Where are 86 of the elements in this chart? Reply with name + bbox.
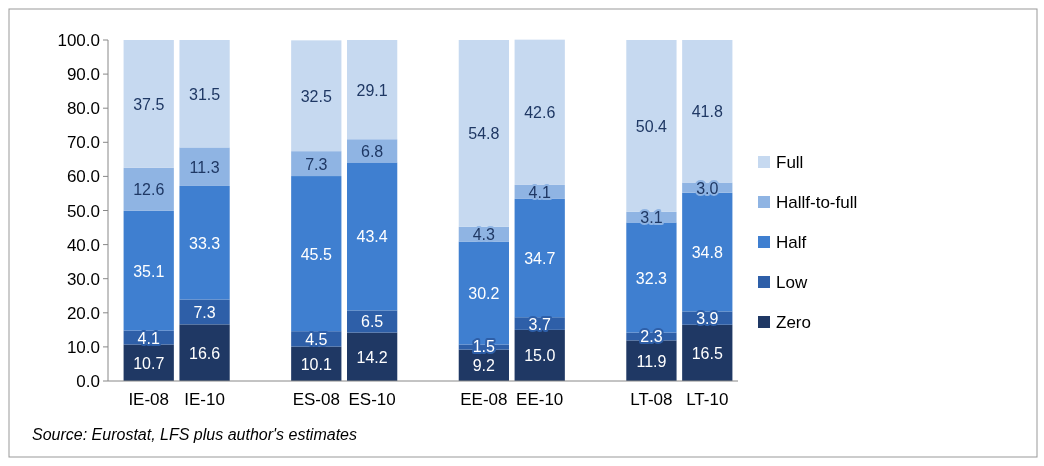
bar: [123, 40, 174, 168]
y-tick-label: 90.0: [66, 65, 100, 85]
data-label: 45.5: [300, 245, 332, 263]
y-tick-label: 80.0: [66, 99, 100, 119]
legend-label: Zero: [776, 313, 811, 332]
y-tick-label: 0.0: [76, 372, 100, 391]
y-tick-label: 50.0: [66, 201, 100, 221]
y-tick-label: 100.0: [57, 31, 100, 50]
y-tick-label: 20.0: [66, 303, 100, 323]
bar: [458, 40, 509, 227]
bar: [626, 40, 677, 212]
data-label: 4.5: [305, 330, 328, 348]
bar: [291, 151, 342, 177]
data-label: 43.4: [356, 228, 388, 246]
data-label: 42.6: [524, 104, 556, 122]
bar: [347, 332, 398, 381]
x-tick-label: LT-08: [630, 390, 673, 409]
bar: [682, 324, 733, 381]
data-label: 10.1: [300, 355, 332, 373]
y-tick-label: 30.0: [66, 269, 100, 289]
data-label: 32.5: [300, 87, 332, 105]
data-label: 4.1: [528, 183, 551, 201]
data-label: 3.0: [696, 179, 719, 197]
data-label: 4.1: [137, 329, 160, 347]
data-label: 31.5: [189, 85, 221, 103]
data-label: 11.9: [636, 352, 667, 370]
data-label: 7.3: [193, 303, 216, 321]
bar: [291, 176, 342, 332]
data-label: 41.8: [691, 103, 723, 121]
x-tick-label: EE-10: [516, 390, 564, 409]
data-label: 33.3: [189, 234, 221, 252]
data-label: 6.5: [361, 313, 384, 331]
data-label: 16.5: [691, 344, 723, 362]
data-label: 35.1: [133, 262, 165, 280]
legend-label: Full: [776, 153, 804, 172]
data-label: 4.3: [472, 226, 496, 244]
bar: [347, 162, 398, 311]
data-label: 6.8: [361, 142, 384, 160]
data-label: 34.7: [524, 250, 556, 268]
y-tick-label: 10.0: [66, 337, 100, 357]
data-label: 29.1: [356, 81, 388, 99]
data-label: 15.0: [524, 347, 556, 365]
bar: [291, 40, 342, 152]
y-tick-label: 40.0: [66, 235, 100, 255]
y-tick-label: 70.0: [66, 133, 100, 153]
bar: [123, 167, 174, 211]
bar: [514, 198, 565, 318]
y-tick-label: 60.0: [66, 167, 100, 187]
data-label: 37.5: [133, 95, 165, 113]
data-label: 14.2: [356, 348, 388, 366]
bar: [179, 147, 230, 186]
legend-label: Half: [776, 233, 807, 252]
data-label: 3.7: [528, 315, 551, 333]
x-tick-label: ES-08: [292, 390, 340, 409]
x-tick-label: IE-08: [128, 390, 170, 409]
data-label: 10.7: [133, 354, 165, 372]
x-tick-label: IE-10: [184, 390, 225, 409]
data-label: 54.8: [468, 125, 500, 143]
x-tick-label: EE-08: [460, 390, 508, 409]
data-label: 3.1: [640, 209, 663, 227]
data-label: 30.2: [468, 285, 500, 303]
x-tick-label: ES-10: [348, 390, 396, 409]
bar: [682, 40, 733, 183]
data-label: 34.8: [691, 244, 723, 262]
bar: [347, 310, 398, 333]
bar: [682, 192, 733, 312]
data-label: 9.2: [472, 357, 496, 375]
bar: [514, 39, 565, 185]
data-label: 1.5: [472, 338, 496, 356]
bar: [347, 40, 398, 140]
bar: [179, 40, 230, 148]
bar: [179, 324, 230, 381]
legend-label: Hallf-to-full: [776, 193, 858, 212]
data-label: 3.9: [696, 310, 719, 328]
data-label: 2.3: [640, 328, 663, 346]
x-tick-label: LT-10: [686, 390, 729, 409]
data-label: 11.3: [189, 158, 220, 176]
data-label: 12.6: [133, 181, 165, 199]
data-label: 50.4: [635, 117, 668, 135]
bar: [123, 210, 174, 331]
bar: [179, 185, 230, 300]
source-note: Source: Eurostat, LFS plus author's estimates: [32, 426, 357, 443]
legend-label: Low: [776, 273, 808, 292]
data-label: 7.3: [305, 155, 328, 173]
data-label: 32.3: [635, 269, 668, 287]
data-label: 16.6: [189, 344, 221, 362]
